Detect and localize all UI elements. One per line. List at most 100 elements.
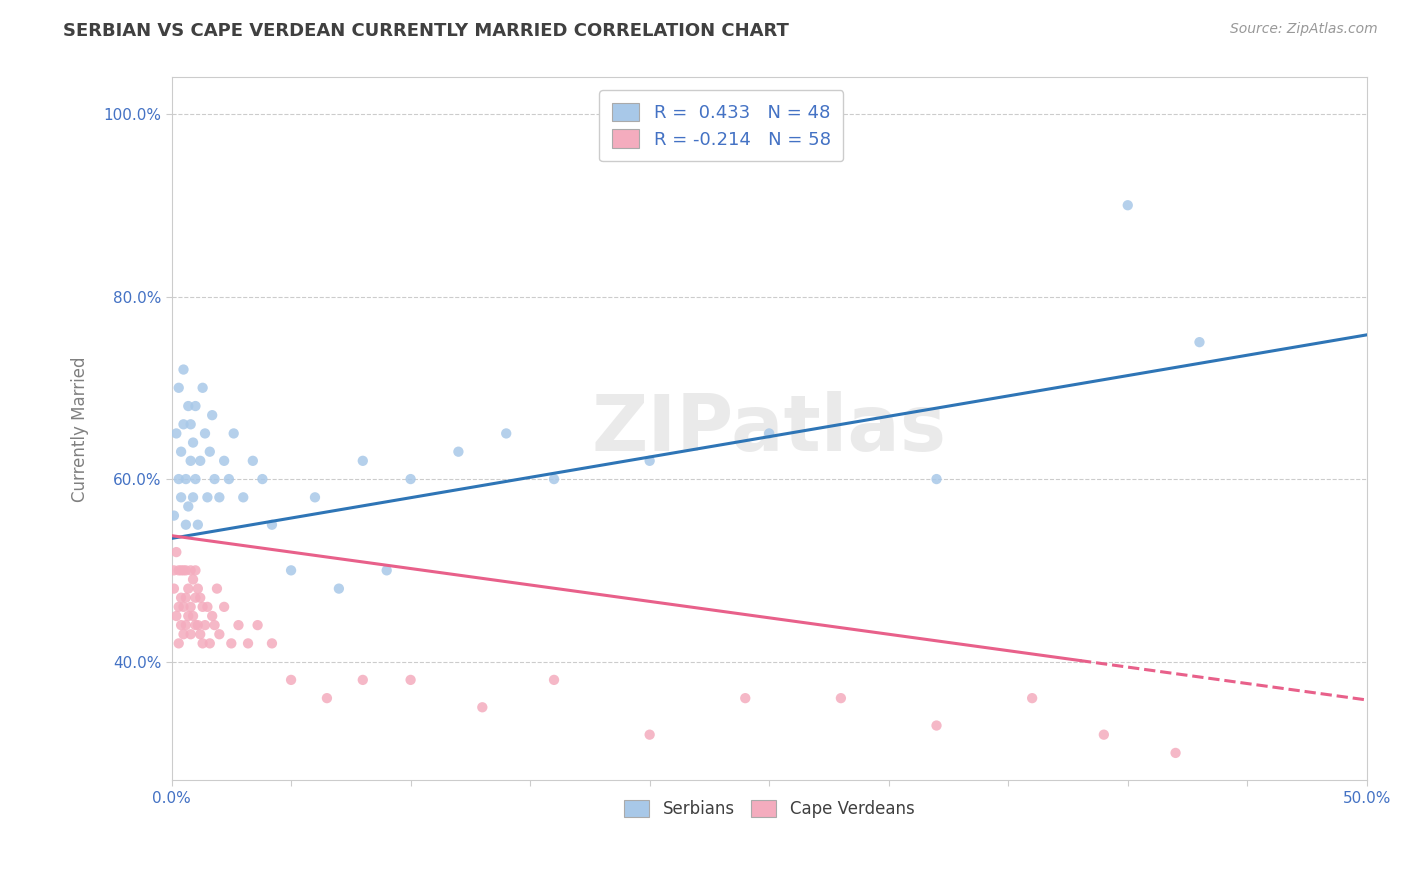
Point	[198, 636, 221, 650]
Point	[316, 691, 339, 706]
Point	[197, 599, 219, 614]
Point	[194, 426, 217, 441]
Point	[165, 609, 187, 624]
Point	[205, 582, 228, 596]
Point	[165, 426, 187, 441]
Text: SERBIAN VS CAPE VERDEAN CURRENTLY MARRIED CORRELATION CHART: SERBIAN VS CAPE VERDEAN CURRENTLY MARRIE…	[63, 22, 789, 40]
Point	[180, 599, 202, 614]
Point	[167, 381, 190, 395]
Point	[212, 454, 235, 468]
Point	[181, 491, 204, 505]
Point	[543, 673, 565, 687]
Point	[638, 728, 661, 742]
Point	[167, 599, 190, 614]
Point	[352, 454, 374, 468]
Point	[170, 444, 193, 458]
Point	[352, 673, 374, 687]
Point	[187, 517, 209, 532]
Point	[163, 582, 186, 596]
Point	[212, 599, 235, 614]
Point	[194, 618, 217, 632]
Point	[167, 636, 190, 650]
Point	[222, 426, 245, 441]
Text: Source: ZipAtlas.com: Source: ZipAtlas.com	[1230, 22, 1378, 37]
Point	[399, 472, 422, 486]
Point	[174, 472, 197, 486]
Point	[167, 472, 190, 486]
Point	[174, 618, 197, 632]
Point	[174, 591, 197, 605]
Text: ZIPatlas: ZIPatlas	[592, 391, 946, 467]
Point	[191, 599, 214, 614]
Point	[184, 563, 207, 577]
Point	[174, 517, 197, 532]
Point	[191, 381, 214, 395]
Point	[638, 454, 661, 468]
Point	[184, 618, 207, 632]
Point	[173, 417, 195, 432]
Point	[173, 362, 195, 376]
Point	[177, 609, 200, 624]
Point	[375, 563, 398, 577]
Point	[177, 399, 200, 413]
Point	[188, 591, 211, 605]
Point	[204, 472, 226, 486]
Point	[208, 627, 231, 641]
Legend: Serbians, Cape Verdeans: Serbians, Cape Verdeans	[617, 793, 921, 825]
Point	[252, 472, 274, 486]
Point	[495, 426, 517, 441]
Point	[184, 472, 207, 486]
Point	[177, 582, 200, 596]
Point	[188, 454, 211, 468]
Point	[197, 491, 219, 505]
Point	[236, 636, 259, 650]
Point	[181, 573, 204, 587]
Point	[328, 582, 350, 596]
Point	[208, 491, 231, 505]
Point	[198, 444, 221, 458]
Point	[201, 408, 224, 422]
Point	[447, 444, 470, 458]
Point	[180, 563, 202, 577]
Point	[165, 545, 187, 559]
Point	[174, 563, 197, 577]
Point	[260, 636, 283, 650]
Point	[187, 582, 209, 596]
Point	[1116, 198, 1139, 212]
Point	[184, 399, 207, 413]
Point	[232, 491, 254, 505]
Point	[170, 563, 193, 577]
Point	[925, 472, 948, 486]
Y-axis label: Currently Married: Currently Married	[72, 356, 89, 501]
Point	[304, 491, 326, 505]
Point	[218, 472, 240, 486]
Point	[1164, 746, 1187, 760]
Point	[204, 618, 226, 632]
Point	[167, 563, 190, 577]
Point	[758, 426, 780, 441]
Point	[180, 417, 202, 432]
Point	[925, 718, 948, 732]
Point	[260, 517, 283, 532]
Point	[242, 454, 264, 468]
Point	[181, 609, 204, 624]
Point	[173, 599, 195, 614]
Point	[163, 508, 186, 523]
Point	[280, 563, 302, 577]
Point	[180, 627, 202, 641]
Point	[177, 500, 200, 514]
Point	[734, 691, 756, 706]
Point	[399, 673, 422, 687]
Point	[543, 472, 565, 486]
Point	[187, 618, 209, 632]
Point	[170, 618, 193, 632]
Point	[246, 618, 269, 632]
Point	[1188, 335, 1211, 350]
Point	[163, 563, 186, 577]
Point	[280, 673, 302, 687]
Point	[1092, 728, 1115, 742]
Point	[170, 491, 193, 505]
Point	[181, 435, 204, 450]
Point	[173, 627, 195, 641]
Point	[180, 454, 202, 468]
